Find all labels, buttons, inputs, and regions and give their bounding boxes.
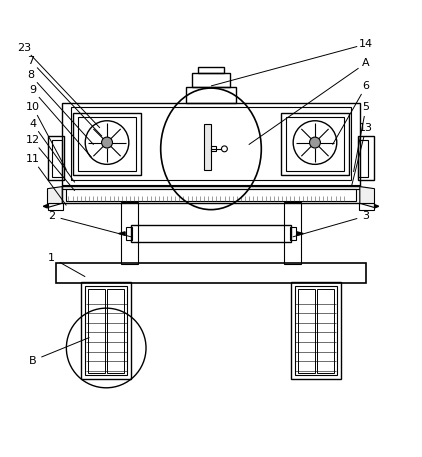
Bar (291, 282, 341, 379)
Circle shape (309, 137, 320, 148)
Bar (192, 73, 230, 87)
Text: 3: 3 (362, 211, 370, 221)
Bar (48, 203, 63, 210)
Text: 11: 11 (26, 154, 40, 165)
Polygon shape (360, 186, 374, 207)
Text: 1: 1 (48, 253, 55, 263)
Bar (126, 227, 132, 240)
Polygon shape (297, 232, 303, 235)
Bar (186, 87, 236, 103)
Bar (48, 136, 64, 181)
Bar (204, 124, 211, 170)
Polygon shape (43, 205, 48, 208)
Bar (284, 202, 301, 264)
Bar (62, 186, 360, 189)
Bar (317, 289, 334, 373)
Bar (81, 282, 131, 379)
Bar (66, 189, 356, 201)
Bar (73, 113, 141, 175)
Text: 14: 14 (359, 39, 373, 49)
Bar (62, 103, 360, 186)
Bar (62, 186, 360, 203)
Circle shape (102, 137, 113, 148)
Bar (56, 263, 366, 283)
Bar (108, 289, 124, 373)
Text: 2: 2 (48, 211, 55, 221)
Bar (121, 202, 138, 264)
Bar (198, 67, 224, 74)
Text: A: A (362, 58, 370, 68)
Text: 7: 7 (27, 56, 34, 66)
Bar (70, 107, 352, 181)
Text: 12: 12 (26, 135, 40, 145)
Bar (290, 227, 296, 240)
Text: 4: 4 (29, 119, 36, 129)
Polygon shape (374, 205, 379, 208)
Bar (295, 287, 337, 375)
Text: 23: 23 (17, 43, 32, 53)
Bar (85, 287, 127, 375)
Text: B: B (29, 356, 37, 366)
Polygon shape (119, 232, 125, 235)
Text: 8: 8 (27, 70, 34, 80)
Bar (131, 225, 291, 242)
Circle shape (222, 146, 227, 152)
Text: 6: 6 (362, 81, 370, 91)
Text: 5: 5 (362, 102, 370, 112)
Bar (298, 289, 314, 373)
Bar (286, 117, 344, 170)
Bar (52, 140, 62, 177)
Polygon shape (48, 186, 62, 207)
Bar (88, 289, 105, 373)
Text: 10: 10 (26, 102, 40, 112)
Bar (78, 117, 136, 170)
Bar (281, 113, 349, 175)
Text: 9: 9 (29, 85, 36, 95)
Bar (358, 136, 374, 181)
Text: 13: 13 (359, 123, 373, 133)
Bar (359, 203, 374, 210)
Bar (358, 140, 368, 177)
Bar (211, 146, 216, 151)
